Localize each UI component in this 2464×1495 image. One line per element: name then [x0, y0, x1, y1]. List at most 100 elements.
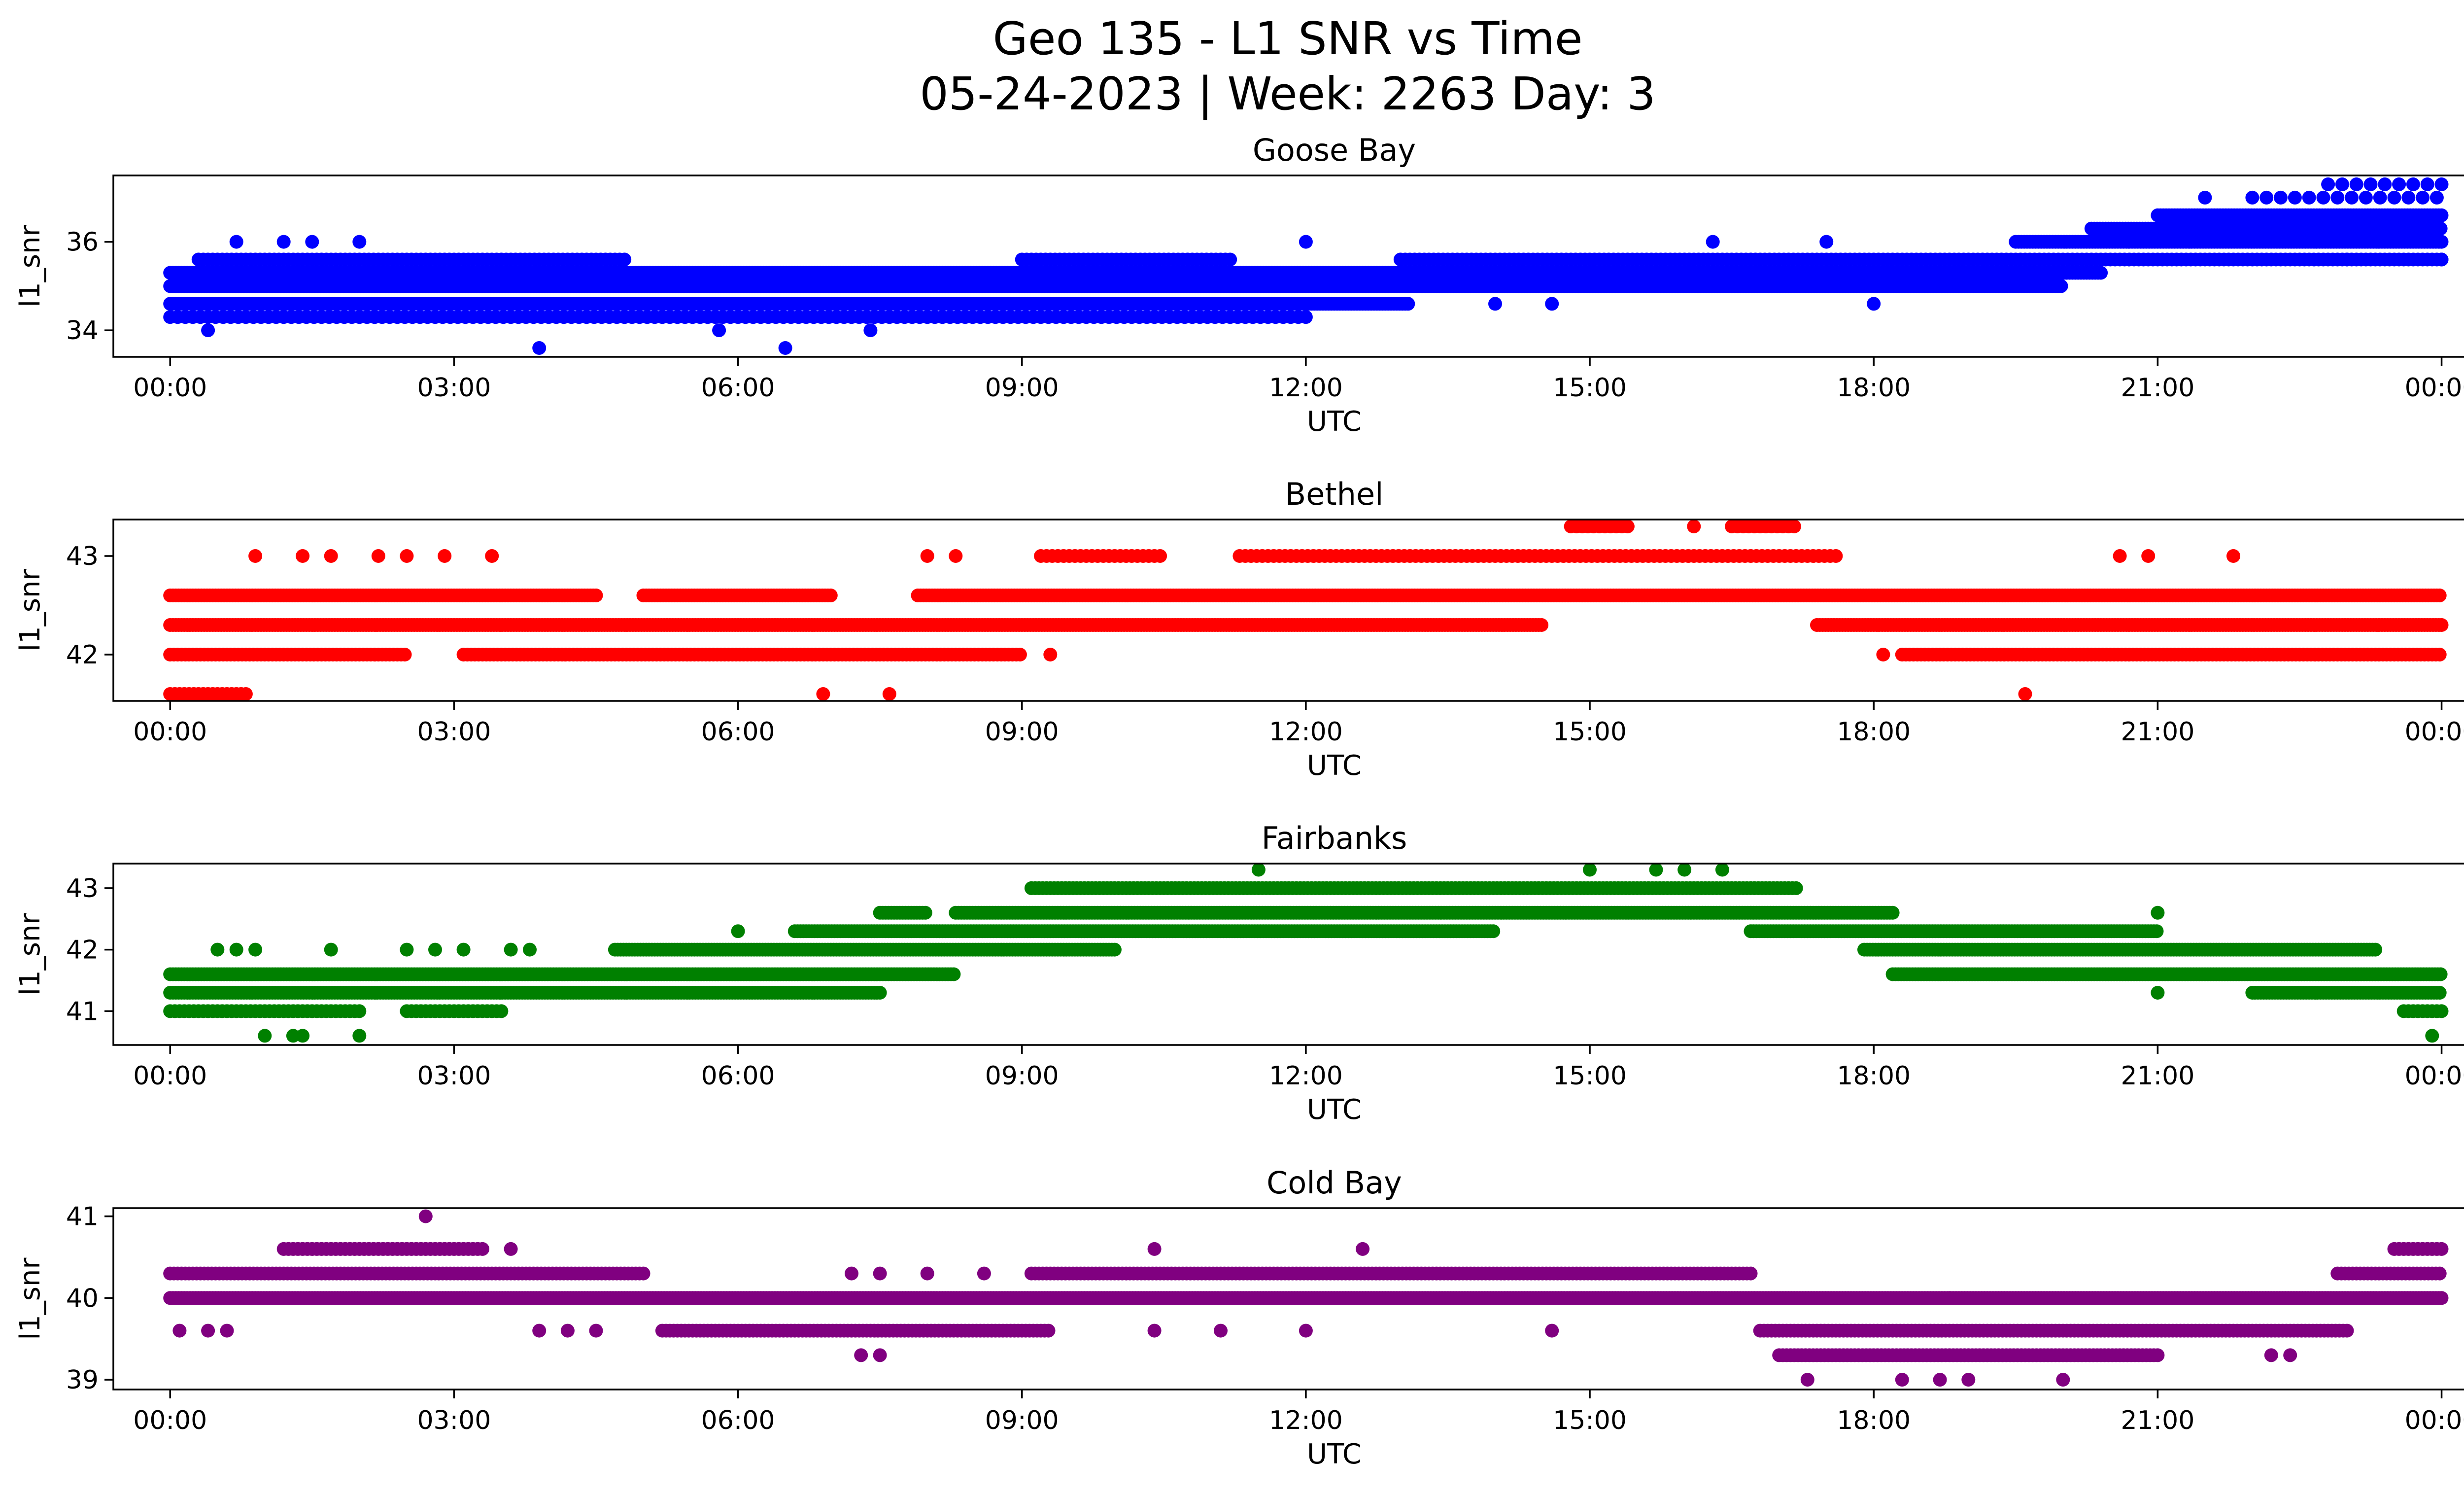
data-point [438, 549, 452, 563]
data-point [1706, 235, 1720, 249]
data-point [1867, 297, 1881, 311]
data-point [823, 589, 838, 602]
data-point [1829, 549, 1843, 563]
scatter-series [163, 520, 2449, 701]
data-point [485, 549, 499, 563]
data-point [2416, 190, 2430, 205]
scatter-series [163, 864, 2449, 1043]
data-point [1223, 252, 1237, 267]
data-point [2330, 190, 2345, 205]
data-point [201, 323, 215, 338]
data-point [1299, 235, 1313, 249]
data-point [2433, 221, 2448, 236]
data-point [2434, 1004, 2449, 1018]
data-point [2259, 190, 2274, 205]
data-point [2340, 252, 2354, 267]
data-point [1787, 520, 1801, 533]
data-point [2432, 648, 2447, 661]
data-point [2018, 687, 2032, 701]
panel-title: Goose Bay [1253, 132, 1416, 168]
x-tick-label: 18:00 [1837, 717, 1911, 747]
data-point [2345, 190, 2359, 205]
data-point [2302, 190, 2316, 205]
x-tick-label: 09:00 [985, 717, 1059, 747]
data-point [2406, 177, 2420, 191]
data-point [229, 235, 243, 249]
data-point [920, 549, 934, 563]
data-point [2420, 177, 2434, 191]
x-tick-label: 18:00 [1837, 373, 1911, 403]
data-point [778, 341, 792, 355]
y-tick-label: 42 [66, 640, 99, 670]
data-point [1043, 648, 1058, 661]
data-point [1153, 549, 1167, 563]
subplot-panels: Goose Bay 00:00 03:00 06:00 09:00 12:00 15:00 1… [14, 132, 2464, 1470]
x-tick-label: 21:00 [2121, 373, 2194, 403]
y-tick-label: 36 [66, 228, 99, 257]
data-point [296, 549, 310, 563]
x-tick-label: 00:00 [2405, 717, 2464, 747]
data-point [2392, 177, 2406, 191]
data-point [2288, 190, 2302, 205]
x-tick-label: 00:00 [133, 717, 207, 747]
data-point [2378, 177, 2392, 191]
x-tick-label: 06:00 [701, 373, 775, 403]
data-point [1819, 235, 1834, 249]
data-point [949, 549, 963, 563]
x-tick-label: 12:00 [1269, 373, 1343, 403]
y-axis-label: l1_snr [14, 569, 46, 652]
data-point [2434, 177, 2449, 191]
data-point [398, 648, 412, 661]
x-tick-label: 03:00 [417, 373, 491, 403]
data-point [863, 323, 878, 338]
data-point [1687, 520, 1701, 533]
data-point [371, 549, 385, 563]
data-point [1535, 618, 1549, 632]
x-tick-label: 15:00 [1553, 717, 1627, 747]
data-point [2432, 589, 2447, 602]
data-point [589, 589, 603, 602]
data-point [2434, 618, 2449, 632]
panel-title: Bethel [1285, 476, 1384, 512]
data-point [532, 341, 547, 355]
data-point [2387, 190, 2401, 205]
data-point [816, 687, 830, 701]
data-point [2141, 549, 2156, 563]
figure-title-line1: Geo 135 - L1 SNR vs Time [993, 12, 1583, 65]
data-point [276, 235, 291, 249]
panel-title: Fairbanks [1262, 820, 1407, 856]
data-point [239, 687, 253, 701]
data-point [2113, 549, 2127, 563]
x-tick-label: 00:00 [2405, 373, 2464, 403]
data-point [2226, 549, 2240, 563]
data-point [1013, 648, 1027, 661]
data-point [248, 549, 263, 563]
data-point [2349, 177, 2363, 191]
y-tick-label: 43 [66, 542, 99, 571]
axes-frame [112, 174, 2464, 358]
data-point [2335, 177, 2349, 191]
y-axis-label: l1_snr [14, 225, 46, 308]
x-tick-label: 12:00 [1269, 717, 1343, 747]
data-point [2434, 208, 2449, 222]
data-point [1401, 297, 1415, 311]
data-point [1545, 297, 1559, 311]
data-point [2430, 190, 2444, 205]
data-point [1620, 520, 1635, 533]
x-axis-label: UTC [1307, 406, 1362, 438]
data-point [2434, 235, 2449, 249]
data-point [305, 235, 319, 249]
data-point [2054, 279, 2068, 293]
x-axis-label: UTC [1307, 750, 1362, 782]
data-point [2316, 190, 2330, 205]
scatter-series [163, 177, 2449, 355]
x-tick-label: 15:00 [1553, 373, 1627, 403]
data-point [2373, 190, 2387, 205]
data-point [2321, 177, 2335, 191]
y-tick-label: 34 [66, 316, 99, 346]
data-point [2434, 252, 2449, 267]
